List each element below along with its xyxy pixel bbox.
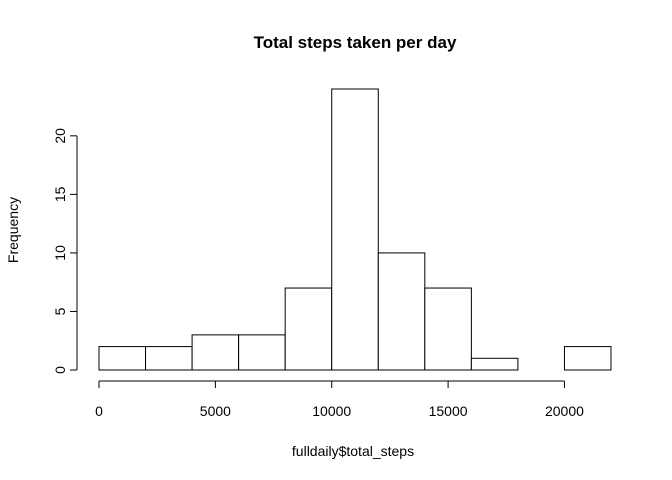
- x-tick-label: 15000: [429, 403, 468, 419]
- y-tick-label: 20: [52, 128, 68, 144]
- histogram-bar: [145, 346, 193, 371]
- histogram-bar: [470, 357, 519, 371]
- histogram-bar: [238, 334, 286, 371]
- histogram-bar: [331, 88, 379, 371]
- x-tick-label: 10000: [312, 403, 351, 419]
- chart-title: Total steps taken per day: [254, 33, 457, 52]
- y-axis-label: Frequency: [5, 197, 21, 263]
- x-tick-label: 0: [95, 403, 103, 419]
- histogram-bar: [98, 346, 147, 371]
- y-axis: 0 5 10 15 20: [52, 128, 78, 374]
- y-tick-label: 0: [52, 366, 68, 374]
- y-tick-label: 5: [52, 307, 68, 315]
- y-tick-label: 15: [52, 186, 68, 202]
- histogram-bar: [424, 287, 472, 371]
- histogram-bar: [377, 252, 426, 371]
- x-axis-label: fulldaily$total_steps: [292, 443, 414, 459]
- x-axis: 0 5000 10000 15000 20000: [95, 380, 584, 419]
- y-tick-label: 10: [52, 245, 68, 261]
- x-tick-label: 5000: [200, 403, 231, 419]
- x-tick-label: 20000: [545, 403, 584, 419]
- histogram-bar: [191, 334, 240, 371]
- histogram-bar: [284, 287, 333, 371]
- histogram-bar: [563, 346, 612, 371]
- bars-group: [98, 88, 612, 371]
